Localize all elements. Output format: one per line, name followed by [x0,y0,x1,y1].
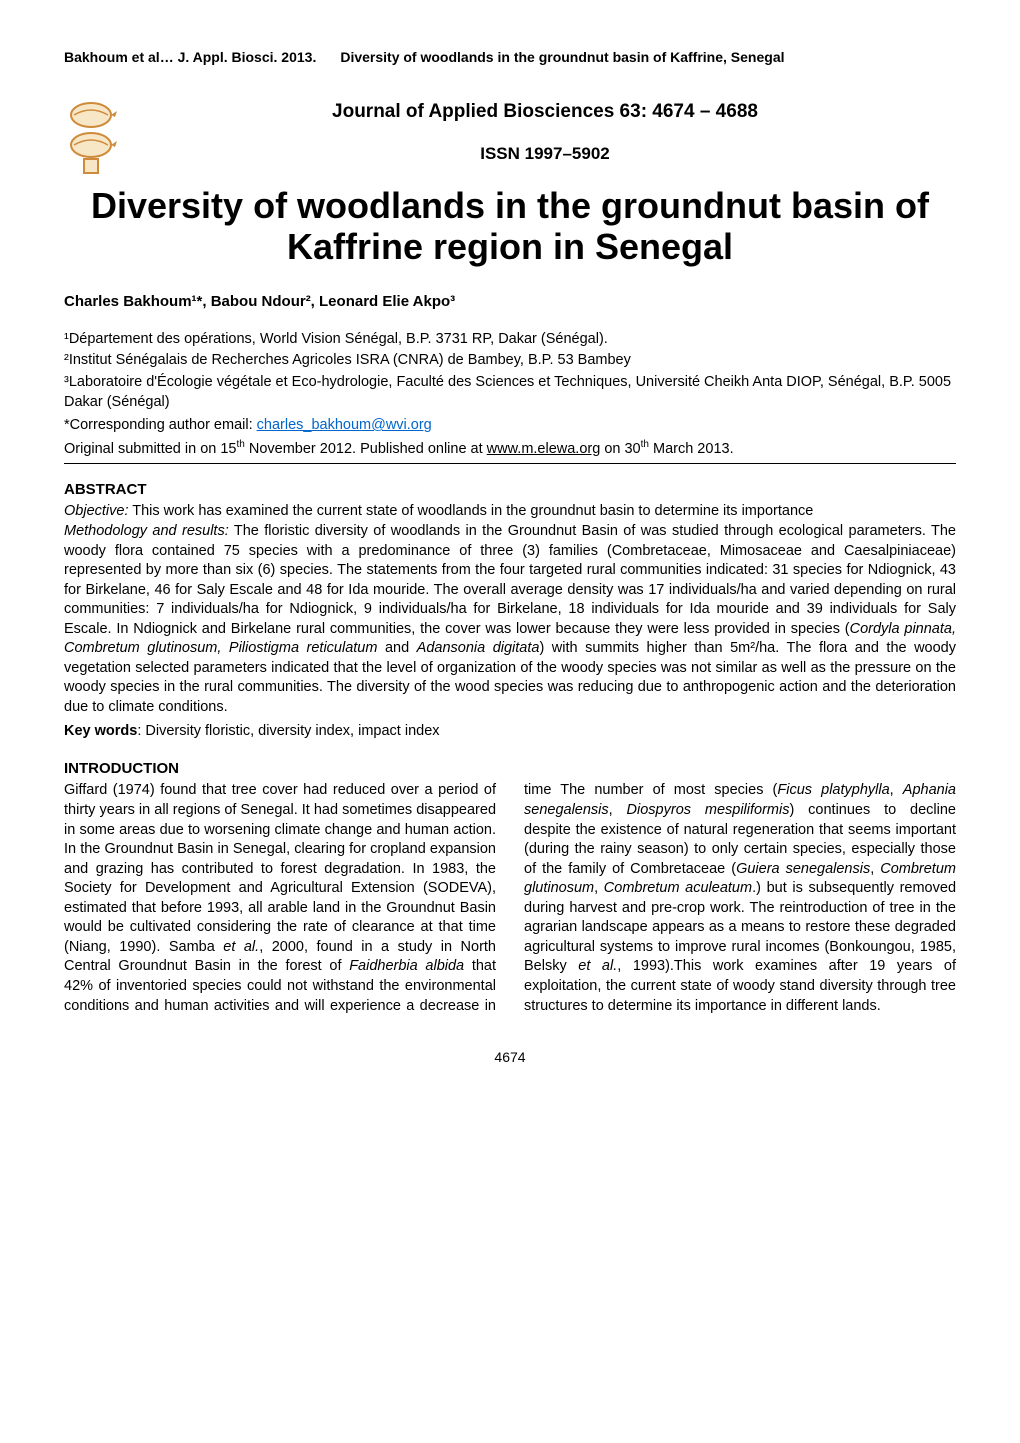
running-header: Bakhoum et al… J. Appl. Biosci. 2013. Div… [64,48,956,67]
header-right: Diversity of woodlands in the groundnut … [340,49,784,65]
intro-2a: The number of most species ( [560,782,777,798]
intro-sp4: Guiera senegalensis [736,861,870,877]
and-text: and [377,640,416,656]
intro-1a: Giffard (1974) found that tree cover had… [64,782,496,955]
intro-c3: , [870,861,880,877]
issn-line: ISSN 1997–5902 [134,143,956,166]
paper-title: Diversity of woodlands in the groundnut … [64,185,956,268]
journal-logo-icon [64,97,118,177]
method-text-1: The floristic diversity of woodlands in … [64,523,956,637]
intro-etal2: et al. [578,958,617,974]
keywords-line: Key words: Diversity floristic, diversit… [64,722,956,742]
journal-line: Journal of Applied Biosciences 63: 4674 … [134,99,956,125]
sub-pre: Original submitted in on 15 [64,441,237,457]
keywords-text: : Diversity floristic, diversity index, … [137,723,439,739]
affiliation-2: ²Institut Sénégalais de Recherches Agric… [64,351,956,371]
species-last: Adansonia digitata [417,640,540,656]
publisher-link[interactable]: www.m.elewa.org [487,441,601,457]
submission-line: Original submitted in on 15th November 2… [64,438,956,459]
header-divider [64,463,956,464]
introduction-heading: INTRODUCTION [64,759,956,779]
intro-faidherbia: Faidherbia albida [349,958,464,974]
intro-c1: , [890,782,903,798]
affiliation-3: ³Laboratoire d'Écologie végétale et Eco-… [64,373,956,412]
intro-sp1: Ficus platyphylla [777,782,889,798]
sub-sup2: th [641,439,649,450]
intro-sp3: Diospyros mespiliformis [627,802,790,818]
masthead-row: Journal of Applied Biosciences 63: 4674 … [64,97,956,177]
header-left-auth: Bakhoum et al… J. Appl. Biosci. 2013. [64,49,316,65]
sub-post: on 30 [600,441,640,457]
sub-sup1: th [237,439,245,450]
intro-c2: , [609,802,627,818]
corresponding-author: *Corresponding author email: charles_bak… [64,416,956,436]
method-label: Methodology and results: [64,523,229,539]
corresponding-email-link[interactable]: charles_bakhoum@wvi.org [257,417,432,433]
introduction-body: Giffard (1974) found that tree cover had… [64,781,956,1016]
abstract-body: Objective: This work has examined the cu… [64,502,956,717]
sub-end: March 2013. [649,441,734,457]
intro-etal1: et al. [223,939,259,955]
intro-sp6: Combretum aculeatum [604,880,752,896]
sub-mid: November 2012. Published online at [245,441,487,457]
page-number: 4674 [64,1048,956,1067]
abstract-heading: ABSTRACT [64,480,956,500]
objective-label: Objective: [64,503,128,519]
corresponding-prefix: *Corresponding author email: [64,417,257,433]
affiliations: ¹Département des opérations, World Visio… [64,330,956,412]
objective-text: This work has examined the current state… [128,503,813,519]
authors-line: Charles Bakhoum¹*, Babou Ndour², Leonard… [64,292,956,312]
affiliation-1: ¹Département des opérations, World Visio… [64,330,956,350]
keywords-label: Key words [64,723,137,739]
intro-c4: , [594,880,604,896]
